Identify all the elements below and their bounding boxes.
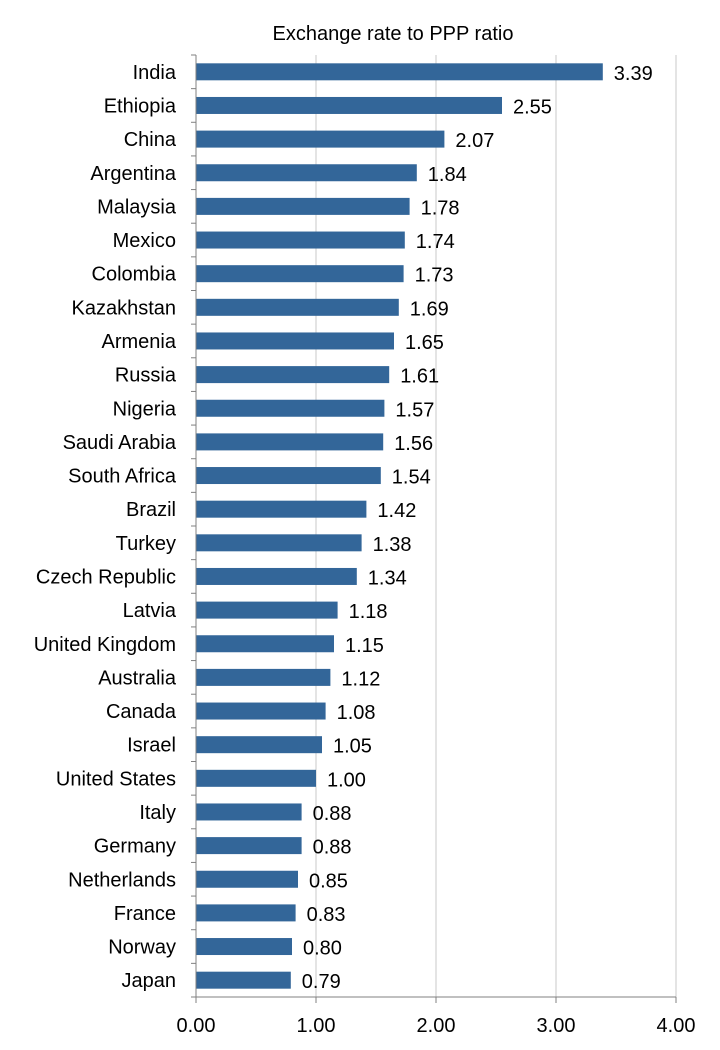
bar xyxy=(196,567,357,585)
category-label: Saudi Arabia xyxy=(63,432,177,454)
bar xyxy=(196,298,399,316)
bar xyxy=(196,635,334,653)
bar xyxy=(196,366,390,384)
category-label: Turkey xyxy=(116,533,176,555)
category-label: Netherlands xyxy=(68,869,176,891)
value-label: 1.05 xyxy=(333,736,372,758)
category-label: Kazakhstan xyxy=(71,297,176,319)
value-label: 1.18 xyxy=(349,601,388,623)
bar xyxy=(196,332,394,350)
category-label: United Kingdom xyxy=(34,634,176,656)
category-label: France xyxy=(114,903,176,925)
bar xyxy=(196,63,603,81)
category-label: China xyxy=(124,129,177,151)
value-label: 1.61 xyxy=(400,366,439,388)
bar xyxy=(196,399,385,417)
value-label: 1.38 xyxy=(373,534,412,556)
value-label: 1.69 xyxy=(410,298,449,320)
value-label: 1.74 xyxy=(416,231,455,253)
value-label: 0.80 xyxy=(303,938,342,960)
category-label: Malaysia xyxy=(97,196,177,218)
value-label: 1.15 xyxy=(345,635,384,657)
category-label: Brazil xyxy=(126,499,176,521)
value-label: 1.12 xyxy=(341,668,380,690)
bar xyxy=(196,736,322,754)
bar xyxy=(196,971,291,989)
category-label: Czech Republic xyxy=(36,566,176,588)
value-label: 1.34 xyxy=(368,567,407,589)
x-tick-label: 3.00 xyxy=(537,1015,576,1037)
bars xyxy=(196,63,603,989)
bar xyxy=(196,803,302,821)
value-label: 1.84 xyxy=(428,164,467,186)
category-label: Norway xyxy=(108,937,176,959)
bar xyxy=(196,96,502,114)
value-label: 1.00 xyxy=(327,769,366,791)
bar xyxy=(196,668,331,686)
category-label: Ethiopia xyxy=(104,95,177,117)
value-label: 0.85 xyxy=(309,870,348,892)
bar xyxy=(196,433,384,451)
x-tick-label: 1.00 xyxy=(297,1015,336,1037)
bar xyxy=(196,837,302,855)
value-label: 1.57 xyxy=(395,399,434,421)
value-label: 0.83 xyxy=(307,904,346,926)
value-label: 2.07 xyxy=(455,130,494,152)
labels: India 3.39 Ethiopia 2.55 China 2.07 Argentina 1… xyxy=(34,62,696,1037)
category-label: Australia xyxy=(98,667,177,689)
bar xyxy=(196,870,298,888)
bar xyxy=(196,534,362,552)
category-label: Nigeria xyxy=(113,398,177,420)
value-label: 1.65 xyxy=(405,332,444,354)
value-label: 1.42 xyxy=(377,500,416,522)
axes xyxy=(191,54,677,1003)
category-label: Colombia xyxy=(92,264,177,286)
value-label: 1.78 xyxy=(421,197,460,219)
bar xyxy=(196,904,296,922)
category-label: Armenia xyxy=(102,331,177,353)
category-label: United States xyxy=(56,768,176,790)
category-label: Italy xyxy=(139,802,176,824)
category-label: Argentina xyxy=(90,163,176,185)
value-label: 1.56 xyxy=(394,433,433,455)
category-label: Germany xyxy=(94,836,176,858)
bar xyxy=(196,601,338,619)
category-label: Mexico xyxy=(113,230,176,252)
gridlines xyxy=(315,55,677,997)
bar xyxy=(196,197,410,215)
category-label: Latvia xyxy=(123,600,177,622)
value-label: 0.79 xyxy=(302,971,341,993)
value-label: 1.54 xyxy=(392,467,431,489)
bar xyxy=(196,769,316,787)
category-label: India xyxy=(133,62,177,84)
category-label: Israel xyxy=(127,735,176,757)
bar xyxy=(196,702,326,720)
category-label: South Africa xyxy=(68,466,177,488)
chart-title: Exchange rate to PPP ratio xyxy=(273,23,514,45)
category-label: Russia xyxy=(115,365,177,387)
bar xyxy=(196,130,445,148)
value-label: 2.55 xyxy=(513,96,552,118)
category-label: Canada xyxy=(106,701,177,723)
bar xyxy=(196,938,292,956)
bar xyxy=(196,164,417,182)
x-tick-label: 0.00 xyxy=(177,1015,216,1037)
bar xyxy=(196,467,381,485)
category-label: Japan xyxy=(122,970,177,992)
value-label: 1.08 xyxy=(337,702,376,724)
value-label: 1.73 xyxy=(415,265,454,287)
value-label: 0.88 xyxy=(313,837,352,859)
value-label: 3.39 xyxy=(614,63,653,85)
x-tick-label: 2.00 xyxy=(417,1015,456,1037)
value-label: 0.88 xyxy=(313,803,352,825)
bar xyxy=(196,231,405,249)
bar xyxy=(196,265,404,283)
x-tick-label: 4.00 xyxy=(657,1015,696,1037)
bar xyxy=(196,500,367,518)
